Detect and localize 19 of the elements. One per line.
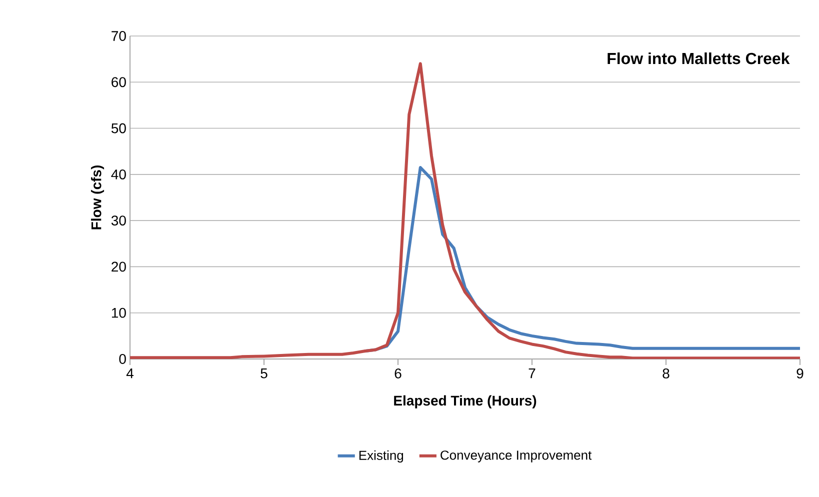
x-tick-label: 8 [662, 368, 670, 378]
x-tick-label: 6 [394, 368, 402, 378]
y-tick-label: 50 [111, 123, 126, 134]
x-tick-label: 9 [796, 368, 804, 378]
y-tick-label: 40 [111, 169, 126, 180]
y-tick-label: 70 [112, 31, 126, 41]
x-tick-label: 5 [260, 368, 268, 378]
y-tick-label: 60 [112, 77, 126, 88]
x-tick-label: 4 [126, 368, 134, 378]
y-tick-label: 10 [112, 308, 126, 318]
y-axis-title: Flow (cfs) [90, 166, 104, 230]
legend-label: Existing [359, 450, 404, 463]
text: Flow into Malletts Creek [608, 52, 790, 64]
y-tick-label: 30 [111, 216, 126, 226]
y-tick-label: 20 [112, 262, 126, 272]
x-tick-label: 7 [528, 368, 536, 378]
legend-label: Conveyance Improvement [440, 450, 592, 462]
x-axis-title: Elapsed Time (Hours) [394, 395, 536, 408]
y-tick-label: 0 [119, 354, 126, 364]
